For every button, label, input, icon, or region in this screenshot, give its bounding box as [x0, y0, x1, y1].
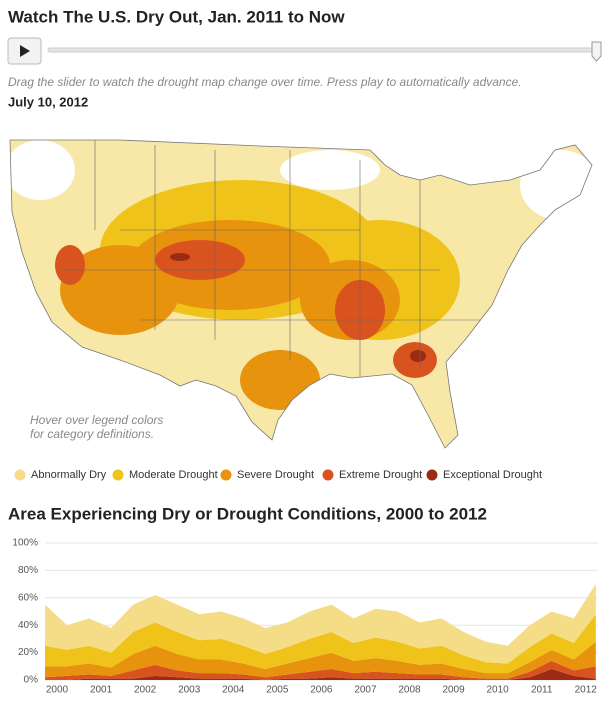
legend-label[interactable]: Abnormally Dry: [31, 469, 107, 481]
y-tick-label: 40%: [18, 620, 38, 631]
severe-area: [240, 350, 320, 410]
legend-label[interactable]: Exceptional Drought: [443, 469, 542, 481]
area: [45, 641, 596, 679]
slider-handle[interactable]: [591, 41, 602, 62]
x-tick-label: 2007: [354, 685, 377, 696]
drought-map: [9, 139, 593, 449]
exceptional-area: [410, 350, 426, 362]
area-chart: 0% 20% 40% 60% 80% 100% 2000 2001 2002 2003 2004 20…: [12, 538, 598, 696]
legend: Abnormally Dry Moderate Drought Severe Dro…: [14, 469, 542, 481]
x-tick-label: 2009: [442, 685, 465, 696]
map-note: for category definitions.: [30, 427, 154, 441]
slider-hint: Drag the slider to watch the drought map…: [8, 75, 522, 89]
x-tick-label: 2012: [575, 685, 598, 696]
y-tick-label: 60%: [18, 592, 38, 603]
legend-swatch[interactable]: [14, 469, 26, 481]
area: [45, 669, 596, 680]
legend-swatch[interactable]: [322, 469, 334, 481]
legend-label[interactable]: Extreme Drought: [339, 469, 422, 481]
legend-swatch[interactable]: [112, 469, 124, 481]
area: [45, 614, 596, 674]
play-icon[interactable]: [20, 45, 30, 57]
exceptional-area: [170, 253, 190, 261]
x-tick-label: 2010: [487, 685, 510, 696]
y-tick-label: 80%: [18, 565, 38, 576]
state-lines: [60, 140, 480, 380]
title: Watch The U.S. Dry Out, Jan. 2011 to Now: [8, 7, 345, 26]
x-tick-label: 2004: [222, 685, 245, 696]
area: [45, 660, 596, 680]
x-tick-label: 2005: [266, 685, 289, 696]
legend-label[interactable]: Moderate Drought: [129, 469, 218, 481]
x-tick-label: 2011: [531, 685, 553, 696]
y-tick-label: 0%: [24, 675, 39, 686]
x-tick-label: 2000: [46, 685, 69, 696]
x-tick-label: 2001: [90, 685, 113, 696]
extreme-area: [55, 245, 85, 285]
drought-areas: [10, 140, 592, 410]
x-tick-label: 2008: [398, 685, 421, 696]
map-note: Hover over legend colors: [30, 413, 163, 427]
area: [45, 584, 596, 664]
x-tick-label: 2003: [178, 685, 201, 696]
legend-swatch[interactable]: [426, 469, 438, 481]
legend-label[interactable]: Severe Drought: [237, 469, 314, 481]
no-drought: [280, 150, 380, 190]
chart-title: Area Experiencing Dry or Drought Conditi…: [8, 504, 487, 523]
play-button[interactable]: [7, 37, 42, 65]
no-drought: [10, 140, 75, 200]
x-tick-label: 2006: [310, 685, 333, 696]
legend-swatch[interactable]: [220, 469, 232, 481]
x-tick-label: 2002: [134, 685, 157, 696]
y-tick-label: 20%: [18, 647, 38, 658]
map-date: July 10, 2012: [8, 94, 88, 109]
extreme-area: [155, 240, 245, 280]
slider-track[interactable]: [47, 47, 599, 53]
y-tick-label: 100%: [12, 538, 38, 549]
